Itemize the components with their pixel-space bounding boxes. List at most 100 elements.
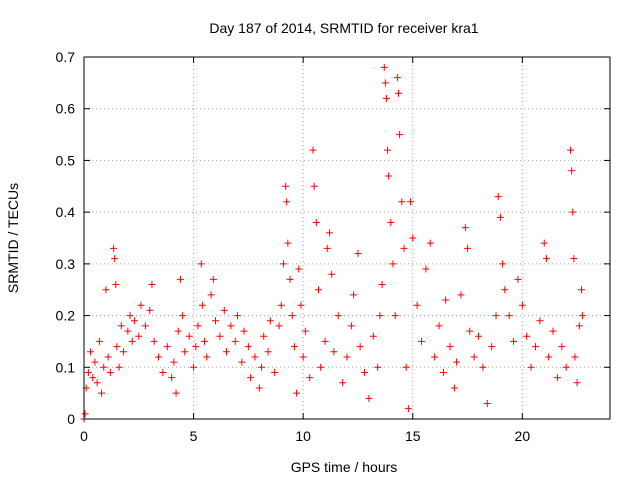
data-point (135, 332, 143, 340)
data-point (492, 312, 500, 320)
data-point (488, 343, 496, 351)
data-point (258, 363, 266, 371)
data-point (112, 281, 120, 289)
data-point (220, 306, 228, 314)
data-point (286, 275, 294, 283)
data-point (369, 332, 377, 340)
data-point (396, 131, 404, 139)
data-point (510, 337, 518, 345)
data-point (315, 286, 323, 294)
data-point (222, 348, 230, 356)
data-point (260, 332, 268, 340)
data-point (128, 337, 136, 345)
data-point (312, 218, 320, 226)
data-point (579, 312, 587, 320)
data-point (100, 363, 108, 371)
data-point (168, 374, 176, 382)
data-point (306, 374, 314, 382)
data-point (102, 286, 110, 294)
data-point (350, 291, 358, 299)
data-point (98, 389, 106, 397)
data-point (310, 182, 318, 190)
data-point (393, 74, 401, 82)
data-point (450, 384, 458, 392)
data-point (395, 89, 403, 97)
data-point (361, 368, 369, 376)
data-point (119, 348, 127, 356)
data-point (382, 94, 390, 102)
data-point (545, 353, 553, 361)
data-point (301, 327, 309, 335)
data-point (198, 301, 206, 309)
data-point (283, 198, 291, 206)
data-point (378, 281, 386, 289)
data-point (514, 275, 522, 283)
data-point (81, 410, 89, 418)
data-point (570, 255, 578, 263)
data-point (89, 374, 97, 382)
data-point (569, 208, 577, 216)
data-point (255, 384, 263, 392)
data-point (542, 255, 550, 263)
data-point (113, 343, 121, 351)
data-point (87, 348, 95, 356)
data-point (426, 239, 434, 247)
data-point (238, 358, 246, 366)
data-point (540, 239, 548, 247)
data-point (290, 343, 298, 351)
data-point (141, 322, 149, 330)
y-tick-label: 0.5 (56, 152, 76, 168)
data-point (435, 322, 443, 330)
data-point (568, 167, 576, 175)
data-point (505, 312, 513, 320)
data-point (115, 363, 123, 371)
data-point (407, 198, 415, 206)
data-point (354, 250, 362, 258)
data-point (174, 327, 182, 335)
y-tick-label: 0 (67, 411, 75, 427)
data-point (385, 172, 393, 180)
data-point (422, 265, 430, 273)
data-point (381, 79, 389, 87)
data-point (295, 265, 303, 273)
data-point (172, 389, 180, 397)
data-point (400, 244, 408, 252)
data-point (275, 322, 283, 330)
data-point (453, 358, 461, 366)
data-point (266, 317, 274, 325)
data-point (549, 327, 557, 335)
data-point (288, 312, 296, 320)
x-axis-label: GPS time / hours (291, 459, 398, 475)
data-point (247, 374, 255, 382)
data-point (190, 363, 198, 371)
data-point (271, 368, 279, 376)
data-point (91, 358, 99, 366)
data-point (518, 301, 526, 309)
data-point (323, 244, 331, 252)
data-point (418, 337, 426, 345)
data-point (124, 327, 132, 335)
data-point (343, 353, 351, 361)
data-point (126, 312, 134, 320)
data-point (284, 239, 292, 247)
data-point (398, 198, 406, 206)
data-point (240, 327, 248, 335)
data-point (536, 317, 544, 325)
data-point (176, 275, 184, 283)
y-tick-label: 0.1 (56, 359, 76, 375)
data-point (578, 286, 586, 294)
data-point (179, 312, 187, 320)
data-point (553, 374, 561, 382)
data-point (233, 312, 241, 320)
data-point (282, 182, 290, 190)
data-point (330, 348, 338, 356)
data-point (404, 405, 412, 413)
data-point (293, 389, 301, 397)
data-point (170, 358, 178, 366)
data-point (181, 348, 189, 356)
data-point (402, 363, 410, 371)
data-point (339, 379, 347, 387)
data-point (446, 343, 454, 351)
y-tick-label: 0.3 (56, 256, 76, 272)
